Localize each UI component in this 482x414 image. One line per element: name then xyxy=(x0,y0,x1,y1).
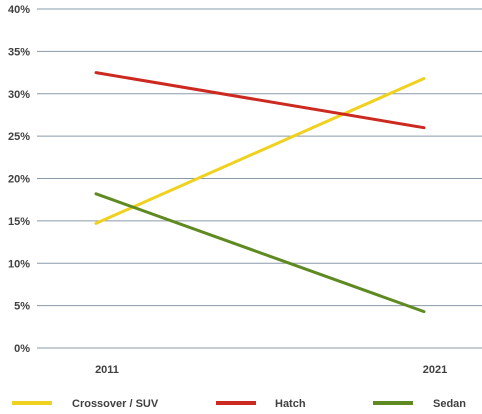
y-tick-label: 35% xyxy=(8,46,30,58)
y-tick-label: 20% xyxy=(8,174,30,186)
legend-label: Crossover / SUV xyxy=(72,398,159,410)
series-line-crossover-suv xyxy=(94,77,426,225)
y-tick-label: 25% xyxy=(8,131,30,143)
legend-item: Hatch xyxy=(216,398,306,410)
y-tick-label: 15% xyxy=(8,216,30,228)
series-line-sedan xyxy=(94,192,426,314)
y-tick-label: 0% xyxy=(14,343,30,355)
legend-item: Sedan xyxy=(373,398,466,410)
legend-label: Sedan xyxy=(433,398,466,410)
legend-label: Hatch xyxy=(275,398,306,410)
x-tick-label: 2021 xyxy=(423,364,447,376)
y-tick-label: 30% xyxy=(8,89,30,101)
legend: Crossover / SUV Hatch Sedan xyxy=(12,398,466,410)
series-line-hatch xyxy=(94,71,426,130)
x-axis-ticks: 2011 2021 xyxy=(95,364,447,376)
legend-item: Crossover / SUV xyxy=(12,398,159,410)
series-lines xyxy=(94,71,426,314)
y-tick-label: 5% xyxy=(14,301,30,313)
y-tick-label: 10% xyxy=(8,258,30,270)
grid-lines xyxy=(37,8,482,349)
y-axis-ticks: 0% 5% 10% 15% 20% 25% 30% 35% 40% xyxy=(8,4,30,355)
y-tick-label: 40% xyxy=(8,4,30,16)
x-tick-label: 2011 xyxy=(95,364,119,376)
